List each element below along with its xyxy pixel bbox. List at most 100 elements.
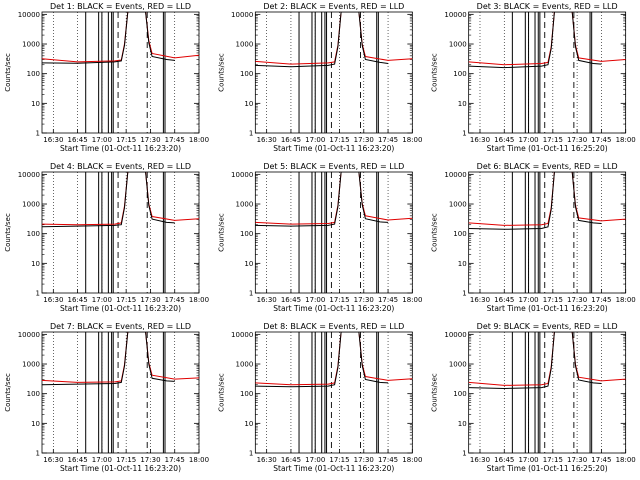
- y-axis-label: Counts/sec: [217, 373, 225, 412]
- y-tick-label: 10: [31, 420, 40, 428]
- y-axis-label: Counts/sec: [4, 213, 12, 252]
- detector-panel: Det 2: BLACK = Events, RED = LLD 16:30 16:…: [217, 2, 422, 153]
- plot-frame: [41, 11, 200, 134]
- x-tick-label: 17:30: [140, 456, 160, 464]
- detector-panel: Det 6: BLACK = Events, RED = LLD 16:30 16:…: [431, 162, 636, 313]
- y-tick-label: 100: [453, 70, 466, 78]
- detector-panel: Det 4: BLACK = Events, RED = LLD 16:30 16:…: [4, 162, 209, 313]
- x-tick-label: 17:15: [116, 296, 136, 304]
- panel-title: Det 2: BLACK = Events, RED = LLD: [263, 2, 404, 11]
- x-tick-label: 17:00: [518, 136, 538, 144]
- y-axis-label: Counts/sec: [217, 53, 225, 92]
- y-tick-label: 1: [462, 290, 466, 298]
- y-tick-label: 1: [36, 290, 40, 298]
- y-tick-label: 1: [36, 450, 40, 458]
- plot-frame: [254, 11, 413, 134]
- panel-title: Det 8: BLACK = Events, RED = LLD: [263, 322, 404, 331]
- y-tick-label: 10: [244, 260, 253, 268]
- y-tick-label: 1: [249, 290, 253, 298]
- x-tick-label: 17:45: [378, 456, 398, 464]
- panel-title: Det 7: BLACK = Events, RED = LLD: [50, 322, 191, 331]
- y-tick-label: 1: [462, 450, 466, 458]
- y-tick-label: 1: [36, 130, 40, 138]
- plot-frame: [468, 331, 627, 454]
- x-tick-label: 16:45: [68, 456, 88, 464]
- y-tick-label: 10000: [231, 171, 253, 179]
- y-axis-label: Counts/sec: [431, 213, 439, 252]
- y-axis-label: Counts/sec: [4, 53, 12, 92]
- x-tick-label: 16:45: [494, 456, 514, 464]
- lld-series-line: [42, 12, 199, 63]
- x-tick-label: 17:30: [140, 136, 160, 144]
- x-tick-label: 17:15: [329, 456, 349, 464]
- x-tick-label: 18:00: [402, 296, 422, 304]
- x-tick-label: 17:45: [591, 136, 611, 144]
- events-series-line: [42, 172, 175, 228]
- x-tick-label: 17:30: [354, 456, 374, 464]
- x-tick-label: 17:30: [567, 136, 587, 144]
- x-tick-label: 17:00: [92, 296, 112, 304]
- plot-frame: [254, 331, 413, 454]
- x-tick-label: 17:00: [305, 456, 325, 464]
- x-axis-label: Start Time (01-Oct-11 16:23:20): [273, 144, 394, 153]
- panel-title: Det 1: BLACK = Events, RED = LLD: [50, 2, 191, 11]
- y-tick-label: 10000: [444, 331, 466, 339]
- x-axis-label: Start Time (01-Oct-11 16:23:20): [273, 464, 394, 473]
- detector-panel: Det 5: BLACK = Events, RED = LLD 16:30 16:…: [217, 162, 422, 313]
- x-tick-label: 17:30: [354, 296, 374, 304]
- x-tick-label: 17:45: [165, 136, 185, 144]
- y-tick-label: 100: [27, 390, 40, 398]
- x-tick-label: 16:45: [281, 136, 301, 144]
- x-tick-label: 16:45: [68, 136, 88, 144]
- x-tick-label: 16:30: [257, 296, 277, 304]
- panel-title: Det 4: BLACK = Events, RED = LLD: [50, 162, 191, 171]
- x-tick-label: 17:30: [354, 136, 374, 144]
- x-tick-label: 16:30: [470, 136, 490, 144]
- y-tick-label: 10000: [18, 171, 40, 179]
- events-series-line: [468, 332, 602, 390]
- x-tick-label: 17:00: [92, 136, 112, 144]
- y-tick-label: 1000: [236, 361, 254, 369]
- x-tick-label: 16:30: [257, 136, 277, 144]
- x-tick-label: 16:30: [470, 456, 490, 464]
- x-tick-label: 16:45: [494, 136, 514, 144]
- y-tick-label: 1: [249, 450, 253, 458]
- y-tick-label: 100: [453, 390, 466, 398]
- y-tick-label: 1000: [22, 41, 40, 49]
- detector-panel: Det 3: BLACK = Events, RED = LLD 16:30 16:…: [431, 2, 636, 153]
- x-tick-label: 16:30: [257, 456, 277, 464]
- lld-series-line: [42, 332, 199, 383]
- y-tick-label: 10: [458, 100, 467, 108]
- x-axis-label: Start Time (01-Oct-11 16:23:20): [60, 304, 181, 313]
- detector-panel: Det 8: BLACK = Events, RED = LLD 16:30 16:…: [217, 322, 422, 473]
- y-tick-label: 1: [249, 130, 253, 138]
- x-tick-label: 16:30: [43, 136, 63, 144]
- x-tick-label: 18:00: [189, 296, 209, 304]
- x-tick-label: 16:45: [68, 296, 88, 304]
- x-tick-label: 16:30: [43, 296, 63, 304]
- x-tick-label: 18:00: [189, 456, 209, 464]
- panel-title: Det 6: BLACK = Events, RED = LLD: [477, 162, 618, 171]
- x-tick-label: 17:00: [518, 296, 538, 304]
- lld-series-line: [255, 172, 413, 225]
- events-series-line: [42, 332, 175, 386]
- lld-series-line: [468, 332, 626, 386]
- x-tick-label: 17:15: [543, 456, 563, 464]
- events-series-line: [468, 172, 602, 230]
- plot-frame: [254, 171, 413, 294]
- x-tick-label: 17:15: [543, 296, 563, 304]
- x-tick-label: 17:45: [591, 456, 611, 464]
- x-tick-label: 17:15: [329, 136, 349, 144]
- y-tick-label: 1000: [22, 201, 40, 209]
- x-tick-label: 17:30: [140, 296, 160, 304]
- x-tick-label: 16:45: [281, 296, 301, 304]
- x-axis-label: Start Time (01-Oct-11 16:23:20): [60, 144, 181, 153]
- panel-title: Det 5: BLACK = Events, RED = LLD: [263, 162, 404, 171]
- x-axis-label: Start Time (01-Oct-11 16:23:20): [60, 464, 181, 473]
- panel-title: Det 3: BLACK = Events, RED = LLD: [477, 2, 618, 11]
- x-tick-label: 17:45: [165, 296, 185, 304]
- x-axis-label: Start Time (01-Oct-11 16:23:20): [487, 304, 608, 313]
- x-tick-label: 18:00: [616, 296, 636, 304]
- x-tick-label: 17:15: [329, 296, 349, 304]
- y-tick-label: 10000: [444, 171, 466, 179]
